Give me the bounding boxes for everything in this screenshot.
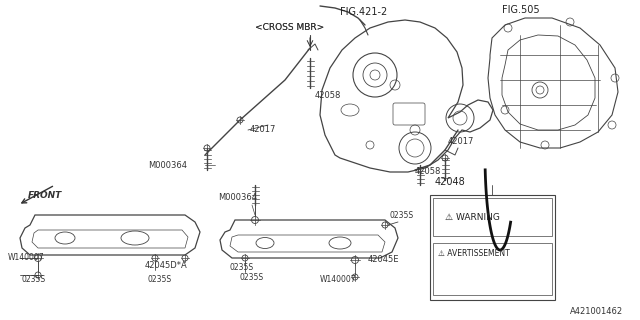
Text: 42058: 42058 (315, 91, 341, 100)
Text: 0235S: 0235S (230, 263, 254, 273)
Text: 42048: 42048 (435, 177, 466, 187)
Text: M000364: M000364 (148, 161, 187, 170)
Text: 0235S: 0235S (390, 211, 414, 220)
Text: 42045E: 42045E (368, 255, 399, 265)
Text: 0235S: 0235S (240, 274, 264, 283)
Text: A421001462: A421001462 (570, 308, 623, 316)
Bar (430, 195, 555, 300)
Text: 42045D*A: 42045D*A (145, 260, 188, 269)
Text: 42017: 42017 (448, 138, 474, 147)
Text: M000364: M000364 (218, 194, 257, 203)
Bar (433, 198, 552, 236)
Text: W140007: W140007 (8, 253, 45, 262)
Text: FIG.505: FIG.505 (502, 5, 540, 15)
Text: W140007: W140007 (320, 276, 356, 284)
Text: FIG.421-2: FIG.421-2 (340, 7, 387, 17)
Text: <CROSS MBR>: <CROSS MBR> (255, 23, 324, 33)
Text: 0235S: 0235S (148, 276, 172, 284)
Text: ⚠ WARNING: ⚠ WARNING (445, 212, 500, 221)
Text: 42058: 42058 (415, 167, 442, 177)
Text: <CROSS MBR>: <CROSS MBR> (255, 23, 324, 33)
Text: 42017: 42017 (250, 125, 276, 134)
Text: FRONT: FRONT (28, 190, 62, 199)
Text: 0235S: 0235S (22, 276, 46, 284)
Bar (433, 243, 552, 295)
Text: ⚠ AVERTISSEMENT: ⚠ AVERTISSEMENT (438, 249, 509, 258)
